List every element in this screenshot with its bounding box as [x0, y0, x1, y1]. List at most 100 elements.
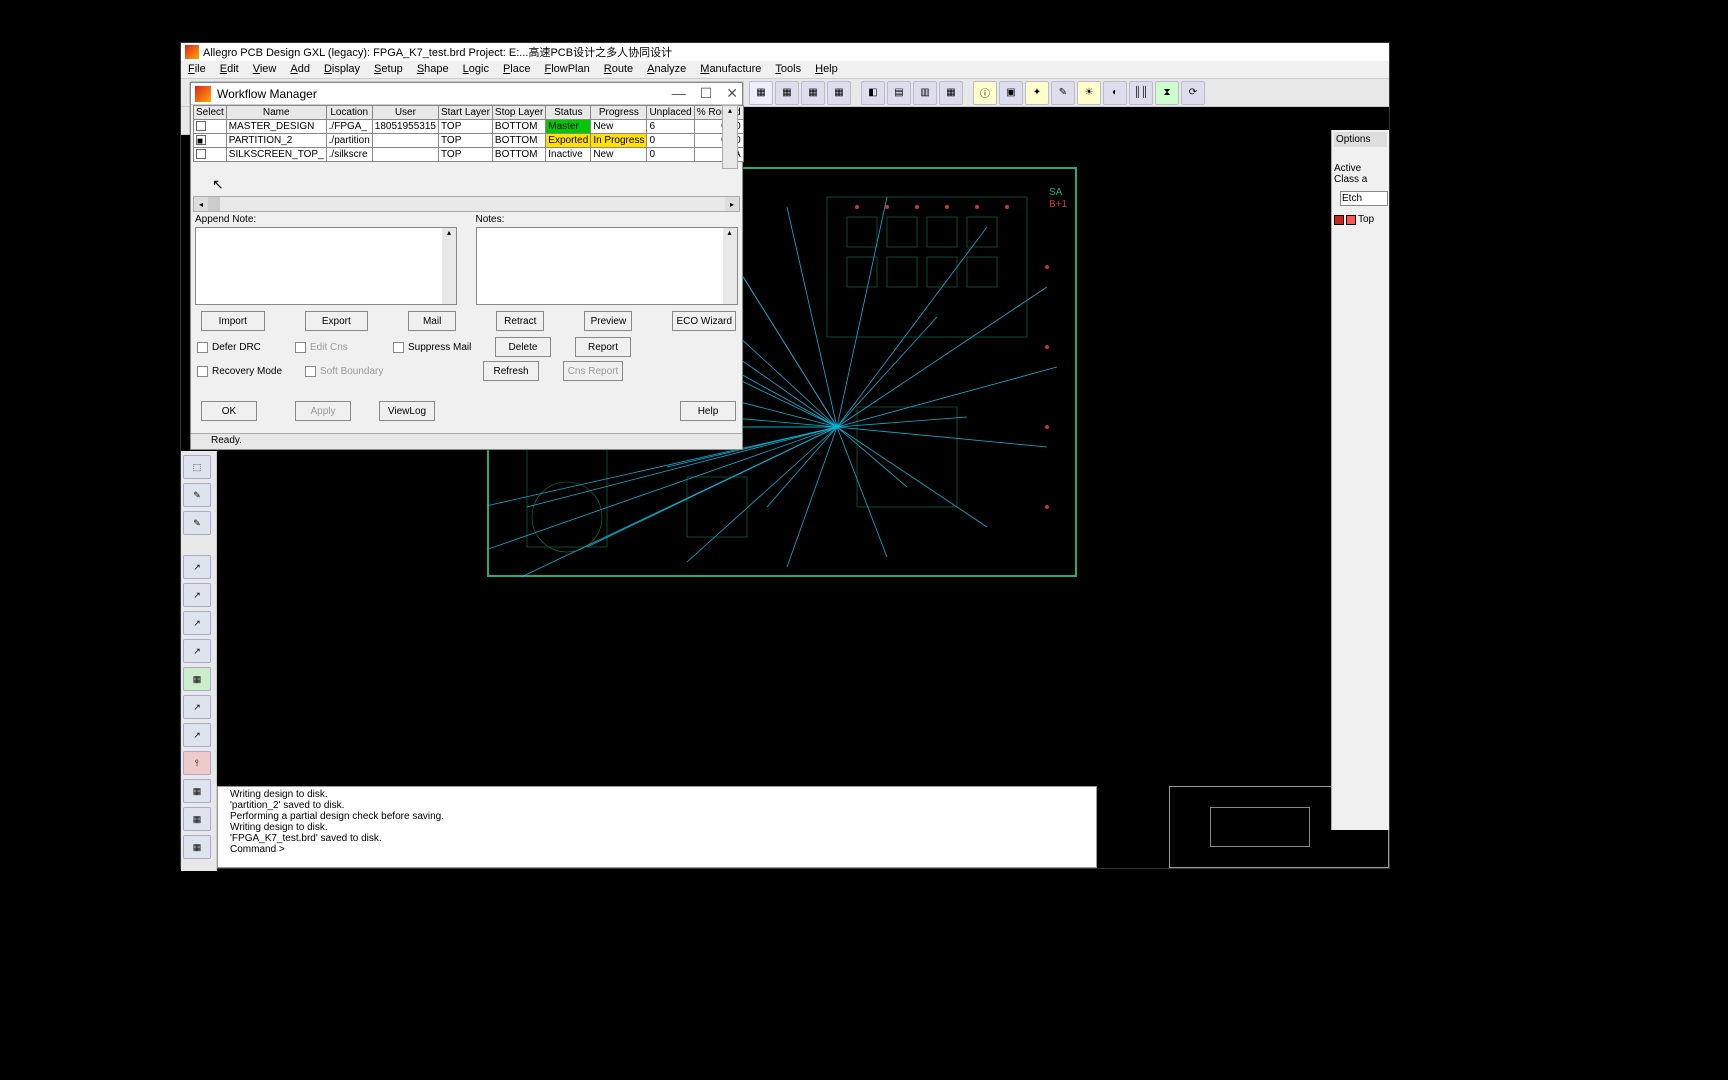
- menu-view[interactable]: View: [246, 61, 284, 78]
- note-scroll[interactable]: ▴: [442, 228, 456, 304]
- note-scroll[interactable]: ▴: [723, 228, 737, 304]
- ltb-icon[interactable]: ↗: [183, 723, 211, 747]
- ltb-icon[interactable]: ⫯: [183, 751, 211, 775]
- etch-input[interactable]: [1340, 191, 1388, 206]
- console-line: Writing design to disk.: [230, 822, 1084, 833]
- mail-button[interactable]: Mail: [408, 311, 456, 331]
- hscroll-thumb[interactable]: [208, 197, 220, 211]
- menu-route[interactable]: Route: [597, 61, 640, 78]
- menu-shape[interactable]: Shape: [410, 61, 456, 78]
- layer-legend[interactable]: Top: [1334, 214, 1387, 225]
- delete-button[interactable]: Delete: [495, 337, 551, 357]
- console-line: 'FPGA_K7_test.brd' saved to disk.: [230, 833, 1084, 844]
- col-stoplayer[interactable]: Stop Layer: [492, 106, 545, 120]
- col-progress[interactable]: Progress: [591, 106, 647, 120]
- tb-btn[interactable]: ▦: [749, 81, 773, 105]
- menu-edit[interactable]: Edit: [213, 61, 246, 78]
- recovery-mode-checkbox[interactable]: Recovery Mode: [197, 366, 297, 377]
- tb-btn[interactable]: ║║: [1129, 81, 1153, 105]
- menu-help[interactable]: Help: [808, 61, 845, 78]
- col-status[interactable]: Status: [546, 106, 591, 120]
- ltb-icon[interactable]: ↗: [183, 611, 211, 635]
- options-title: Options: [1334, 132, 1387, 147]
- retract-button[interactable]: Retract: [496, 311, 544, 331]
- tb-btn[interactable]: ⓘ: [973, 81, 997, 105]
- title-text: Allegro PCB Design GXL (legacy): FPGA_K7…: [203, 44, 672, 60]
- menu-manufacture[interactable]: Manufacture: [693, 61, 768, 78]
- report-button[interactable]: Report: [575, 337, 631, 357]
- ltb-icon[interactable]: ▦: [183, 667, 211, 691]
- tb-btn[interactable]: ⧗: [1155, 81, 1179, 105]
- suppress-mail-checkbox[interactable]: Suppress Mail: [393, 342, 493, 353]
- refresh-button[interactable]: Refresh: [483, 361, 539, 381]
- ltb-icon[interactable]: ⬚: [183, 455, 211, 479]
- tb-btn[interactable]: ▥: [913, 81, 937, 105]
- menu-file[interactable]: File: [181, 61, 213, 78]
- ltb-icon[interactable]: ↗: [183, 639, 211, 663]
- workflow-table[interactable]: Select Name Location User Start Layer St…: [193, 105, 744, 162]
- menu-place[interactable]: Place: [496, 61, 538, 78]
- tb-btn[interactable]: ▦: [801, 81, 825, 105]
- menu-logic[interactable]: Logic: [456, 61, 496, 78]
- tb-btn[interactable]: ◐: [1103, 81, 1127, 105]
- table-hscroll[interactable]: ◂ ▸: [193, 196, 740, 212]
- ltb-icon[interactable]: ↗: [183, 555, 211, 579]
- col-user[interactable]: User: [372, 106, 438, 120]
- ltb-icon[interactable]: ▦: [183, 807, 211, 831]
- import-button[interactable]: Import: [201, 311, 265, 331]
- minimize-icon[interactable]: —: [672, 85, 686, 102]
- menu-analyze[interactable]: Analyze: [640, 61, 693, 78]
- menu-tools[interactable]: Tools: [768, 61, 808, 78]
- tb-btn[interactable]: ⟳: [1181, 81, 1205, 105]
- ltb-icon[interactable]: ↗: [183, 583, 211, 607]
- maximize-icon[interactable]: ☐: [700, 85, 713, 102]
- tb-btn[interactable]: ☀: [1077, 81, 1101, 105]
- close-icon[interactable]: ✕: [726, 85, 738, 102]
- tb-btn[interactable]: ▣: [999, 81, 1023, 105]
- ltb-icon[interactable]: ▦: [183, 835, 211, 859]
- menu-display[interactable]: Display: [317, 61, 367, 78]
- ltb-icon[interactable]: ✎: [183, 483, 211, 507]
- tb-btn[interactable]: ▦: [827, 81, 851, 105]
- command-console[interactable]: Writing design to disk. 'partition_2' sa…: [217, 786, 1097, 868]
- ltb-icon[interactable]: ↗: [183, 695, 211, 719]
- tb-btn[interactable]: ▤: [887, 81, 911, 105]
- eco-wizard-button[interactable]: ECO Wizard: [672, 311, 736, 331]
- tb-btn[interactable]: ✦: [1025, 81, 1049, 105]
- table-row[interactable]: SILKSCREEN_TOP_./silkscreTOPBOTTOMInacti…: [194, 148, 744, 162]
- defer-drc-checkbox[interactable]: Defer DRC: [197, 342, 287, 353]
- help-button[interactable]: Help: [680, 401, 736, 421]
- menu-setup[interactable]: Setup: [367, 61, 410, 78]
- ok-button[interactable]: OK: [201, 401, 257, 421]
- ltb-icon[interactable]: ▦: [183, 779, 211, 803]
- col-name[interactable]: Name: [226, 106, 326, 120]
- dialog-title: Workflow Manager: [217, 87, 317, 101]
- hscroll-left[interactable]: ◂: [194, 197, 208, 211]
- viewlog-button[interactable]: ViewLog: [379, 401, 435, 421]
- app-icon: [185, 45, 199, 59]
- table-row[interactable]: MASTER_DESIGN./FPGA_18051955315TOPBOTTOM…: [194, 120, 744, 134]
- menu-add[interactable]: Add: [283, 61, 317, 78]
- tb-btn[interactable]: ✎: [1051, 81, 1075, 105]
- preview-button[interactable]: Preview: [584, 311, 632, 331]
- ltb-icon[interactable]: ✎: [183, 511, 211, 535]
- tb-btn[interactable]: ▦: [775, 81, 799, 105]
- dialog-titlebar[interactable]: Workflow Manager — ☐ ✕: [191, 83, 742, 105]
- tb-btn[interactable]: ◧: [861, 81, 885, 105]
- col-unplaced[interactable]: Unplaced: [647, 106, 694, 120]
- table-row[interactable]: ■PARTITION_2./partitionTOPBOTTOMExported…: [194, 134, 744, 148]
- console-line: Performing a partial design check before…: [230, 811, 1084, 822]
- menu-flowplan[interactable]: FlowPlan: [537, 61, 596, 78]
- menubar[interactable]: File Edit View Add Display Setup Shape L…: [181, 61, 1389, 79]
- notes-textarea[interactable]: ▴: [476, 227, 738, 305]
- export-button[interactable]: Export: [305, 311, 369, 331]
- append-note-textarea[interactable]: ▴: [195, 227, 457, 305]
- append-note-label: Append Note:: [195, 214, 458, 225]
- table-vscroll[interactable]: ▴: [722, 105, 738, 169]
- hscroll-right[interactable]: ▸: [725, 197, 739, 211]
- tb-btn[interactable]: ▦: [939, 81, 963, 105]
- col-startlayer[interactable]: Start Layer: [438, 106, 492, 120]
- soft-boundary-checkbox: Soft Boundary: [305, 366, 395, 377]
- col-select[interactable]: Select: [194, 106, 227, 120]
- col-location[interactable]: Location: [326, 106, 372, 120]
